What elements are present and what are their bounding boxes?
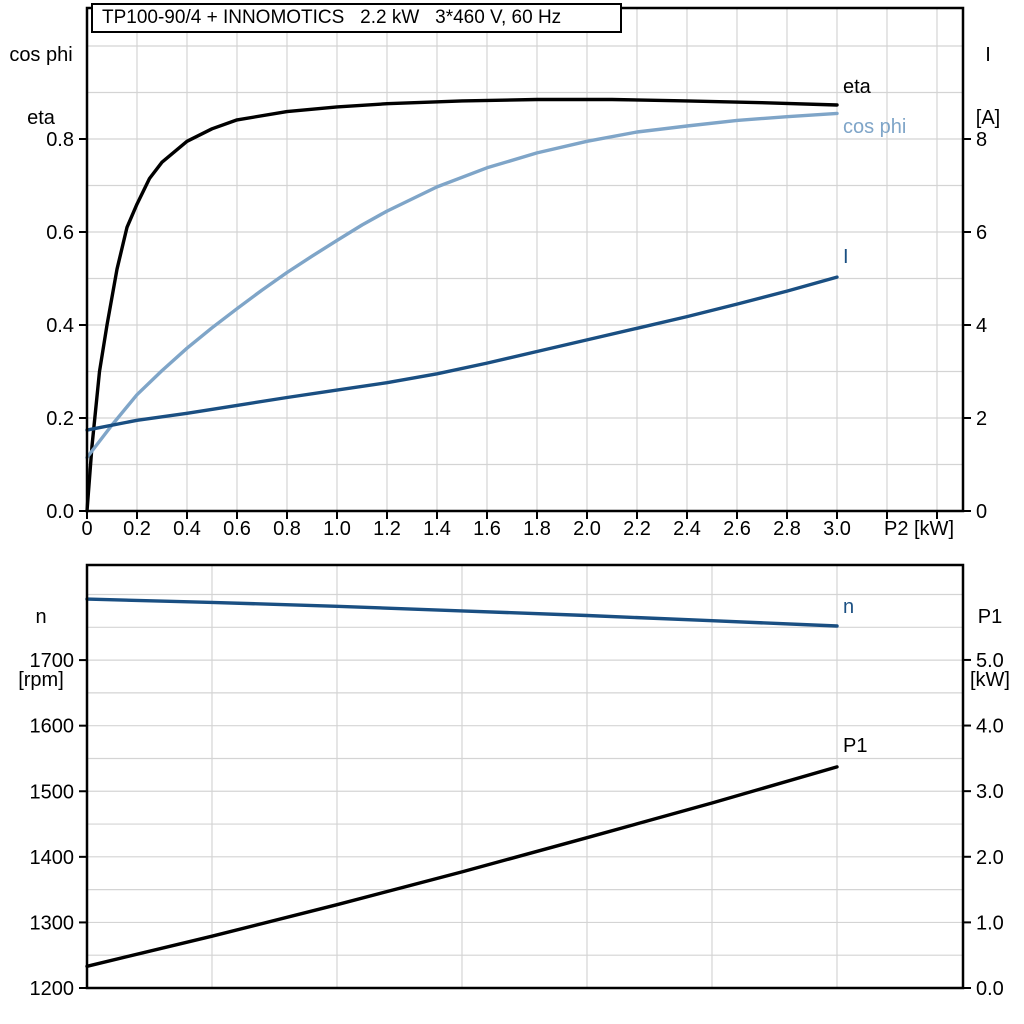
left-tick-label: 1600 [30, 716, 75, 738]
right-axis-title-bottom-chart: P1 [kW] [958, 565, 1022, 733]
left-tick-label: 0.2 [46, 408, 74, 430]
cos-phi-curve-label: cos phi [843, 116, 906, 138]
n-curve [85, 597, 839, 628]
right-axis-title-line2: [A] [975, 107, 1001, 129]
x-tick-label: 1.6 [473, 518, 501, 540]
right-tick-label: 4 [976, 315, 987, 337]
I-curve-label: I [843, 246, 849, 268]
right-tick-label: 8 [976, 129, 987, 151]
left-axis-title-bottom-chart: n [rpm] [0, 565, 82, 733]
right-tick-label: 2 [976, 408, 987, 430]
x-tick-label: 1.8 [523, 518, 551, 540]
chart-title: TP100-90/4 + INNOMOTICS 2.2 kW 3*460 V, … [102, 7, 562, 28]
right-tick-label: 5.0 [976, 650, 1004, 672]
right-tick-label: 1.0 [976, 912, 1004, 934]
x-tick-label: 0.4 [173, 518, 201, 540]
right-tick-label: 2.0 [976, 847, 1004, 869]
left-axis-title-line2: [rpm] [18, 669, 64, 691]
plot-border [85, 563, 965, 990]
gridlines [87, 8, 963, 511]
right-axis-title-top-chart: I [A] [956, 3, 1020, 171]
x-tick-label: 2.2 [623, 518, 651, 540]
x-tick-label: 2.0 [573, 518, 601, 540]
x-tick-label: 3.0 [823, 518, 851, 540]
left-tick-label: 0.0 [46, 501, 74, 523]
left-tick-label: 1500 [30, 781, 75, 803]
left-tick-label: 0.8 [46, 129, 74, 151]
right-axis-title-line1: P1 [977, 606, 1003, 628]
left-tick-label: 1300 [30, 912, 75, 934]
axis-ticks: 0 0.2 0.4 0.6 0.8 1.0 1.2 1.4 1.6 1.8 2.0 2.2 2.4 2.6… [46, 129, 987, 540]
left-tick-label: 0.4 [46, 315, 74, 337]
x-tick-label: 0.2 [123, 518, 151, 540]
x-axis-title: P2 [kW] [884, 518, 954, 540]
right-axis-title-line2: [kW] [970, 669, 1010, 691]
x-tick-label: 1.2 [373, 518, 401, 540]
left-axis-title-line1: n [35, 606, 47, 628]
n-curve-label: n [843, 596, 854, 618]
left-axis-title-line1: cos phi [9, 44, 73, 66]
right-axis-title-line1: I [985, 44, 991, 66]
x-tick-label: 0.6 [223, 518, 251, 540]
right-tick-label: 0.0 [976, 978, 1004, 1000]
eta-curve [85, 97, 839, 513]
top-chart: eta cos phi I 0 0.2 0.4 0.6 0.8 1.0 1.2 1.4 1.6 1.8 2… [46, 6, 987, 540]
plot-border [85, 6, 965, 513]
bottom-chart: n P1 1200 1300 1400 1500 1600 1700 0.0 1.0 2.0 3.0 4… [30, 563, 1004, 1000]
left-tick-label: 0.6 [46, 222, 74, 244]
cos-phi-curve [85, 111, 839, 460]
x-tick-label: 2.8 [773, 518, 801, 540]
x-tick-label: 0.8 [273, 518, 301, 540]
chart-title-box: TP100-90/4 + INNOMOTICS 2.2 kW 3*460 V, … [91, 3, 622, 33]
x-tick-label: 2.6 [723, 518, 751, 540]
axis-ticks: 1200 1300 1400 1500 1600 1700 0.0 1.0 2.0 3.0 4.0 5… [30, 650, 1004, 1000]
P1-curve [85, 765, 839, 968]
right-tick-label: 4.0 [976, 716, 1004, 738]
left-axis-title-top-chart: cos phi eta [0, 3, 82, 171]
x-tick-label: 2.4 [673, 518, 701, 540]
P1-curve-label: P1 [843, 735, 867, 757]
left-tick-label: 1400 [30, 847, 75, 869]
x-tick-label: 1.4 [423, 518, 451, 540]
I-curve [85, 275, 839, 432]
right-tick-label: 6 [976, 222, 987, 244]
left-tick-label: 1200 [30, 978, 75, 1000]
right-tick-label: 3.0 [976, 781, 1004, 803]
x-tick-label: 1.0 [323, 518, 351, 540]
gridlines [87, 565, 963, 988]
right-tick-label: 0 [976, 501, 987, 523]
x-tick-label: 0 [81, 518, 92, 540]
left-tick-label: 1700 [30, 650, 75, 672]
left-axis-title-line2: eta [27, 107, 55, 129]
eta-curve-label: eta [843, 76, 872, 98]
